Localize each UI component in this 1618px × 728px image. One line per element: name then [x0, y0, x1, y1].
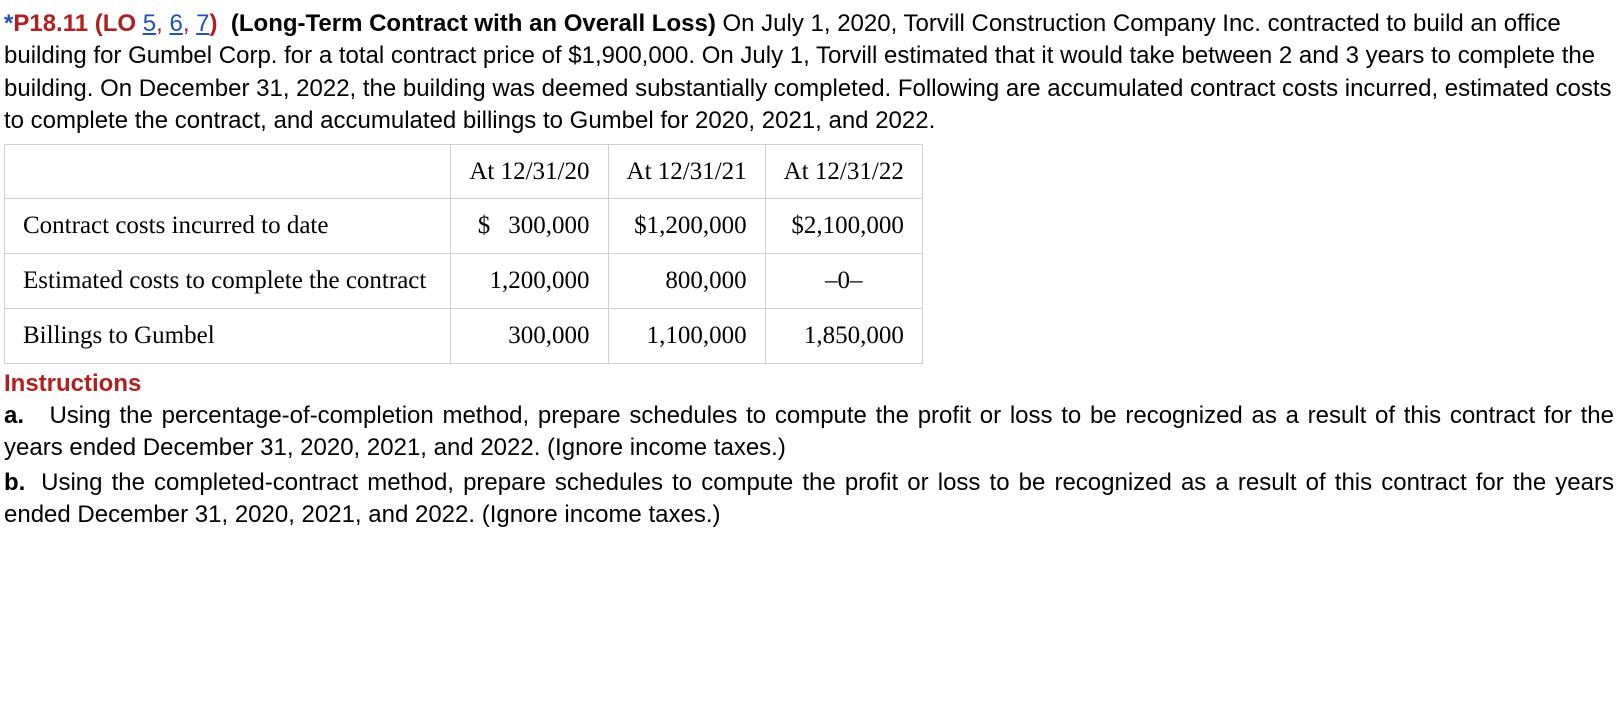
row-label: Billings to Gumbel [5, 308, 451, 363]
instructions-label: Instructions [4, 368, 1614, 400]
cell: 800,000 [608, 254, 765, 309]
col-header-2020: At 12/31/20 [451, 144, 608, 199]
cell: 1,850,000 [765, 308, 922, 363]
lo-link-6[interactable]: 6 [169, 10, 182, 37]
contract-data-table: At 12/31/20 At 12/31/21 At 12/31/22 Cont… [4, 144, 923, 364]
lo-link-7[interactable]: 7 [196, 10, 209, 37]
blank-header [5, 144, 451, 199]
lo-sep-1: , [156, 10, 169, 37]
cell: $ 300,000 [451, 199, 608, 254]
instructions-list: a. Using the percentage-of-completion me… [4, 400, 1614, 532]
instr-text-a: Using the percentage-of-completion metho… [4, 402, 1614, 461]
table-row: Estimated costs to complete the contract… [5, 254, 923, 309]
cell: 300,000 [451, 308, 608, 363]
problem-number: P18.11 [13, 10, 88, 37]
row-label: Contract costs incurred to date [5, 199, 451, 254]
table-row: Contract costs incurred to date $ 300,00… [5, 199, 923, 254]
instr-text-b: Using the completed-contract method, pre… [4, 469, 1614, 528]
problem-title: (Long-Term Contract with an Overall Loss… [231, 10, 716, 37]
cell: –0– [765, 254, 922, 309]
instr-letter-a: a. [4, 400, 32, 432]
lo-link-5[interactable]: 5 [143, 10, 156, 37]
table-header-row: At 12/31/20 At 12/31/21 At 12/31/22 [5, 144, 923, 199]
lo-close: ) [210, 10, 218, 37]
instruction-b: b. Using the completed-contract method, … [4, 467, 1614, 532]
instruction-a: a. Using the percentage-of-completion me… [4, 400, 1614, 465]
lo-open: (LO [95, 10, 143, 37]
cell: 1,200,000 [451, 254, 608, 309]
cell: $2,100,000 [765, 199, 922, 254]
instr-letter-b: b. [4, 467, 32, 499]
lo-sep-2: , [183, 10, 196, 37]
cell: 1,100,000 [608, 308, 765, 363]
star-mark: * [4, 10, 13, 37]
table-row: Billings to Gumbel 300,000 1,100,000 1,8… [5, 308, 923, 363]
cell: $1,200,000 [608, 199, 765, 254]
col-header-2021: At 12/31/21 [608, 144, 765, 199]
row-label: Estimated costs to complete the contract [5, 254, 451, 309]
col-header-2022: At 12/31/22 [765, 144, 922, 199]
problem-intro: *P18.11 (LO 5, 6, 7) (Long-Term Contract… [4, 8, 1614, 138]
